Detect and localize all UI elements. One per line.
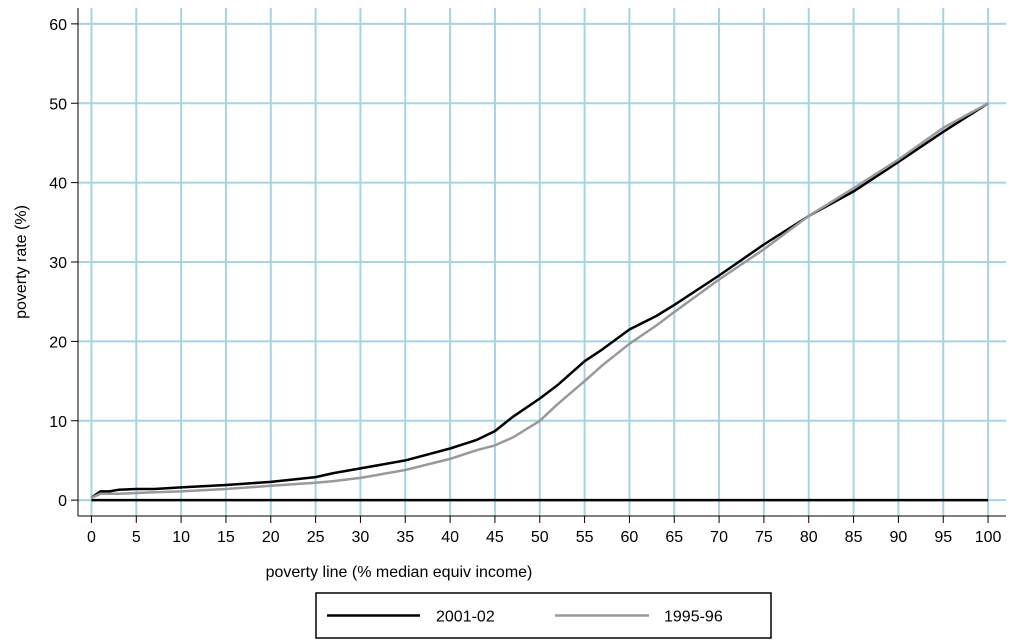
y-tick-label: 20 xyxy=(49,334,67,351)
x-tick-label: 95 xyxy=(934,529,952,546)
x-tick-label: 75 xyxy=(755,529,773,546)
x-tick-label: 10 xyxy=(172,529,190,546)
y-axis-title: poverty rate (%) xyxy=(13,205,30,319)
x-tick-label: 40 xyxy=(441,529,459,546)
x-axis-title: poverty line (% median equiv income) xyxy=(266,564,533,581)
x-tick-label: 80 xyxy=(800,529,818,546)
series-line-1995-96 xyxy=(90,102,989,499)
x-tick-label: 55 xyxy=(576,529,594,546)
x-tick-label: 70 xyxy=(710,529,728,546)
x-tick-label: 30 xyxy=(352,529,370,546)
x-tick-label: 15 xyxy=(217,529,235,546)
x-tick-label: 0 xyxy=(87,529,96,546)
legend-label: 2001-02 xyxy=(436,609,495,626)
series-line-2001-02 xyxy=(90,102,989,499)
y-tick-label: 30 xyxy=(49,255,67,272)
x-tick-label: 20 xyxy=(262,529,280,546)
x-tick-label: 60 xyxy=(621,529,639,546)
x-tick-label: 85 xyxy=(845,529,863,546)
x-tick-label: 65 xyxy=(665,529,683,546)
x-tick-label: 90 xyxy=(890,529,908,546)
axes: 0 5 10 15 20 25 30 35 40 45 50 55 60 65 70 75 80 85 90 95 10… xyxy=(13,8,1006,581)
y-tick-label: 10 xyxy=(49,414,67,431)
x-tick-label: 5 xyxy=(132,529,141,546)
y-tick-label: 40 xyxy=(49,176,67,193)
x-tick-label: 35 xyxy=(396,529,414,546)
y-tick-label: 60 xyxy=(49,17,67,34)
y-tick-label: 0 xyxy=(58,493,67,510)
legend-label: 1995-96 xyxy=(664,609,723,626)
series xyxy=(90,102,989,502)
grid xyxy=(78,8,1006,516)
x-tick-label: 100 xyxy=(975,529,1002,546)
x-tick-label: 45 xyxy=(486,529,504,546)
x-tick-label: 25 xyxy=(307,529,325,546)
x-tick-label: 50 xyxy=(531,529,549,546)
legend: 2001-02 1995-96 xyxy=(315,592,772,639)
y-tick-label: 50 xyxy=(49,96,67,113)
